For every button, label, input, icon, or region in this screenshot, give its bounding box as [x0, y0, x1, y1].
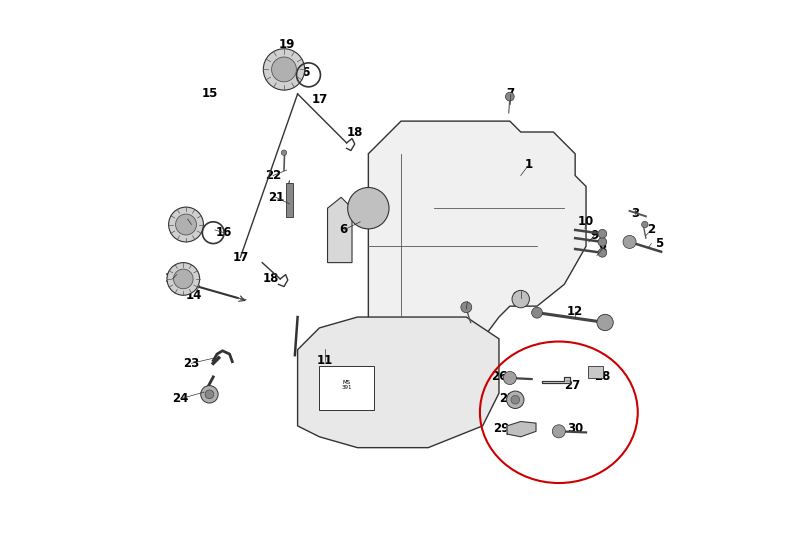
Circle shape — [205, 390, 214, 399]
Polygon shape — [507, 422, 536, 437]
Text: 5: 5 — [655, 237, 663, 250]
Circle shape — [511, 395, 520, 404]
Text: 20: 20 — [512, 292, 529, 305]
Text: 19: 19 — [278, 38, 295, 51]
Circle shape — [504, 371, 516, 385]
Circle shape — [507, 391, 524, 409]
Text: 18: 18 — [262, 272, 278, 286]
Text: 4: 4 — [462, 302, 471, 316]
Text: 18: 18 — [346, 125, 363, 138]
Circle shape — [512, 290, 529, 308]
FancyBboxPatch shape — [319, 366, 374, 410]
Text: 12: 12 — [567, 305, 583, 318]
Text: 9: 9 — [590, 229, 598, 242]
Text: 29: 29 — [493, 422, 510, 435]
Text: 16: 16 — [216, 226, 233, 239]
Text: 8: 8 — [598, 242, 606, 255]
Text: 17: 17 — [311, 93, 327, 106]
Text: 21: 21 — [268, 191, 284, 204]
Circle shape — [598, 237, 607, 246]
Circle shape — [200, 386, 218, 403]
PathPatch shape — [327, 197, 352, 263]
Text: 27: 27 — [565, 379, 581, 392]
Circle shape — [642, 221, 648, 228]
Text: 7: 7 — [506, 88, 514, 101]
Text: 11: 11 — [317, 354, 333, 367]
Text: 10: 10 — [578, 216, 594, 228]
Text: 26: 26 — [491, 370, 507, 383]
Text: 22: 22 — [265, 169, 282, 182]
Circle shape — [598, 248, 607, 257]
FancyBboxPatch shape — [588, 366, 603, 378]
Text: 24: 24 — [172, 392, 188, 405]
Text: 17: 17 — [233, 251, 249, 264]
Text: 15: 15 — [201, 88, 217, 101]
Text: 16: 16 — [295, 66, 311, 79]
Circle shape — [282, 150, 286, 155]
Circle shape — [263, 49, 305, 90]
Text: 25: 25 — [499, 392, 516, 405]
Circle shape — [347, 188, 389, 229]
Text: 1: 1 — [525, 158, 533, 171]
Circle shape — [623, 235, 636, 248]
Polygon shape — [542, 377, 569, 383]
Text: 6: 6 — [340, 224, 348, 236]
Circle shape — [532, 307, 542, 318]
Circle shape — [168, 207, 204, 242]
Circle shape — [505, 92, 514, 101]
Text: 14: 14 — [186, 289, 202, 302]
Circle shape — [176, 214, 196, 235]
Text: 13: 13 — [164, 272, 180, 286]
Text: 30: 30 — [567, 422, 583, 435]
Circle shape — [461, 302, 472, 313]
PathPatch shape — [358, 121, 586, 350]
Text: 3: 3 — [631, 207, 639, 220]
Circle shape — [167, 263, 200, 295]
Circle shape — [597, 315, 614, 330]
Circle shape — [598, 229, 607, 238]
Text: 28: 28 — [594, 370, 610, 383]
Circle shape — [553, 425, 565, 438]
Text: 2: 2 — [647, 224, 655, 236]
Text: 15: 15 — [184, 218, 200, 231]
Text: MS
391: MS 391 — [342, 380, 352, 391]
Circle shape — [272, 57, 297, 82]
Text: 23: 23 — [184, 357, 200, 370]
FancyBboxPatch shape — [286, 183, 294, 218]
PathPatch shape — [298, 317, 499, 447]
Circle shape — [173, 269, 193, 289]
